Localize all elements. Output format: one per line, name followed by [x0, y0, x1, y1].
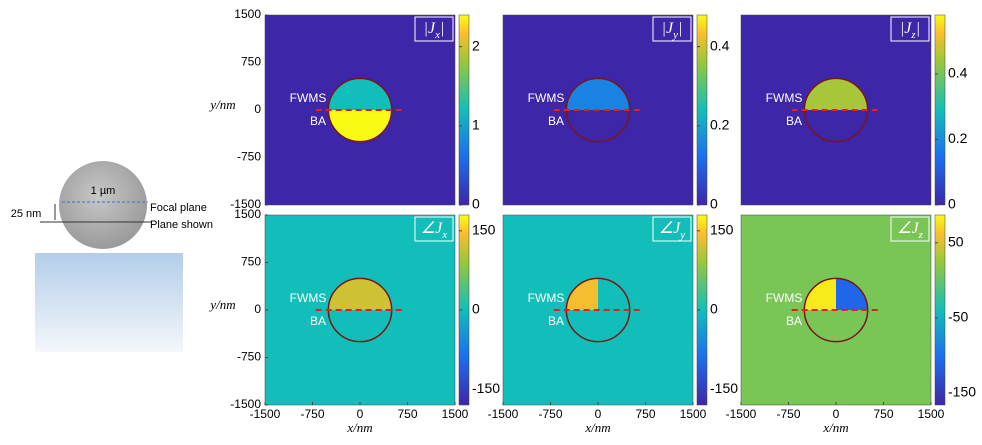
annotation: BA [548, 314, 564, 328]
x-tick-label: 1500 [680, 407, 707, 421]
annotation: FWMS [766, 91, 803, 105]
figure: 1 µm 25 nm Focal plane Plane shown FWMS B… [0, 0, 982, 445]
panel: FWMSBA|Jy|00.20.4 [503, 15, 730, 212]
x-tick-label: 750 [635, 407, 655, 421]
panel-label-part: ∠J [897, 220, 919, 237]
sphere [59, 161, 147, 249]
colorbar-tick-label: -150 [948, 384, 976, 400]
colorbar-tick-label: 0 [710, 301, 718, 317]
plane-shown-label: Plane shown [150, 219, 213, 231]
colorbar-tick-label: 0.4 [948, 65, 968, 81]
colorbar-tick-label: 150 [710, 222, 734, 238]
colorbar [459, 15, 469, 205]
panel-label-part: y [679, 229, 685, 241]
x-tick-label: -1500 [726, 407, 757, 421]
colorbar-tick-label: 1 [472, 117, 480, 133]
x-axis-label: x/nm [822, 420, 848, 435]
panel-label-part: | [678, 20, 682, 37]
y-tick-label: 750 [241, 255, 261, 269]
x-tick-label: -750 [538, 407, 562, 421]
illustration: 1 µm 25 nm Focal plane Plane shown [11, 161, 213, 352]
x-tick-label: -750 [300, 407, 324, 421]
panel-label-part: | [440, 20, 444, 37]
colorbar-tick-label: 0.2 [710, 117, 730, 133]
y-tick-label: 0 [254, 302, 261, 316]
annotation: FWMS [528, 291, 565, 305]
colorbar-tick-label: 0.2 [948, 130, 968, 146]
colorbar-tick-label: 0 [472, 196, 480, 212]
y-tick-label: -750 [237, 150, 261, 164]
panel-label-part: ∠J [421, 220, 443, 237]
annotation: FWMS [528, 91, 565, 105]
x-axis-label: x/nm [346, 420, 372, 435]
colorbar [935, 15, 945, 205]
x-tick-label: -1500 [488, 407, 519, 421]
colorbar [935, 215, 945, 405]
diameter-label: 1 µm [91, 185, 116, 197]
y-axis-label: y/nm [208, 97, 235, 112]
offset-label: 25 nm [11, 208, 42, 220]
y-axis-label: y/nm [208, 297, 235, 312]
x-tick-label: 750 [397, 407, 417, 421]
panel-label-part: ∠J [659, 220, 681, 237]
focal-plane-label: Focal plane [150, 202, 207, 214]
x-tick-label: 1500 [918, 407, 945, 421]
panel-label-part: | [916, 20, 920, 37]
colorbar-tick-label: 2 [472, 37, 480, 53]
annotation: FWMS [766, 291, 803, 305]
x-tick-label: 1500 [442, 407, 469, 421]
y-tick-label: 1500 [234, 7, 261, 21]
annotation: BA [786, 114, 802, 128]
annotation: FWMS [290, 91, 327, 105]
panel-label-part: z [918, 229, 924, 241]
colorbar-tick-label: 50 [948, 233, 964, 249]
colorbar-tick-label: -50 [948, 309, 968, 325]
y-tick-label: 1500 [234, 207, 261, 221]
annotation: BA [310, 114, 326, 128]
colorbar-tick-label: 0.4 [710, 37, 730, 53]
y-tick-label: 0 [254, 102, 261, 116]
substrate [35, 253, 183, 352]
y-tick-label: 750 [241, 55, 261, 69]
colorbar [697, 15, 707, 205]
annotation: BA [310, 314, 326, 328]
annotation: BA [786, 314, 802, 328]
colorbar-tick-label: 0 [710, 196, 718, 212]
x-tick-label: -1500 [250, 407, 281, 421]
x-tick-label: 750 [873, 407, 893, 421]
colorbar-tick-label: 0 [472, 301, 480, 317]
colorbar-tick-label: 0 [948, 196, 956, 212]
annotation: BA [548, 114, 564, 128]
colorbar-tick-label: 150 [472, 222, 496, 238]
panel: FWMSBA∠Jx-1500150-1500-75007501500-1500-… [208, 207, 500, 435]
panel: FWMSBA|Jz|00.20.4 [741, 15, 968, 212]
x-axis-label: x/nm [584, 420, 610, 435]
y-tick-label: -750 [237, 350, 261, 364]
colorbar-tick-label: -150 [472, 380, 500, 396]
colorbar-tick-label: -150 [710, 380, 738, 396]
x-tick-label: -750 [776, 407, 800, 421]
panel-label-part: x [441, 229, 447, 241]
annotation: FWMS [290, 291, 327, 305]
